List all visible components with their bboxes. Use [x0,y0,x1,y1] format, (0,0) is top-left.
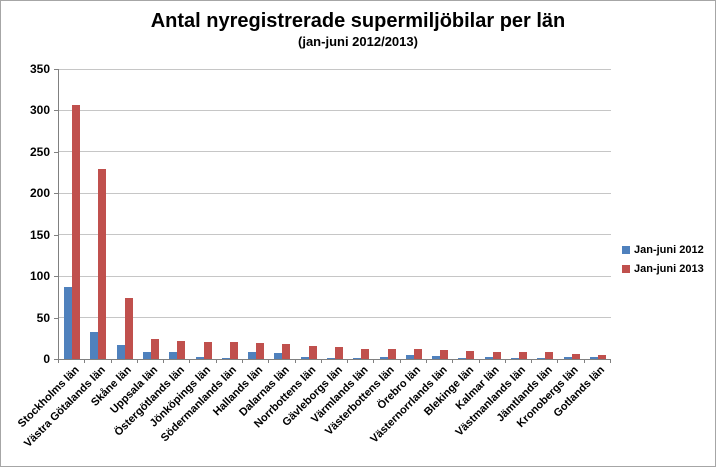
x-axis-tick [426,359,427,363]
x-axis-tick [583,359,585,363]
bar-jan-juni-2013-2 [98,169,107,359]
bar-jan-juni-2013-20 [571,354,580,359]
bar-jan-juni-2012-12 [353,358,362,359]
bar-jan-juni-2013-7 [229,342,238,359]
bar-jan-juni-2013-17 [492,351,501,359]
legend-label-2012: Jan-juni 2012 [634,244,704,256]
chart-subtitle: (jan-juni 2012/2013) [298,34,418,49]
x-axis-tick [242,359,243,363]
y-axis-tick [54,69,58,70]
x-axis-tick [478,359,480,363]
y-axis-tick [54,110,58,112]
bar-jan-juni-2012-16 [458,358,467,359]
bar-jan-juni-2012-6 [195,357,204,359]
x-axis-tick [452,359,454,363]
gridline [59,234,611,236]
bar-jan-juni-2013-13 [387,349,396,359]
y-tick-label: 150 [29,227,50,242]
bar-jan-juni-2012-8 [248,352,257,359]
bar-jan-juni-2013-6 [203,341,212,359]
gridline [59,109,611,111]
y-axis-tick [54,193,58,195]
gridline [59,192,611,194]
y-tick-label: 50 [36,310,50,325]
x-axis-tick [610,359,611,363]
bar-jan-juni-2012-20 [563,357,572,359]
bar-jan-juni-2012-7 [221,358,230,359]
y-axis-tick [54,359,58,360]
x-axis-tick [268,359,270,363]
bar-jan-juni-2013-1 [72,105,81,359]
bar-jan-juni-2013-4 [151,339,159,359]
x-axis-tick [110,359,112,363]
chart-title: Antal nyregistrerade supermiljöbilar per… [150,10,566,32]
bar-jan-juni-2013-3 [124,297,133,359]
bar-jan-juni-2012-1 [64,286,73,359]
y-tick-label: 250 [29,144,50,159]
gridline [59,275,611,277]
bar-jan-juni-2013-10 [308,345,317,359]
legend: Jan-juni 2012 Jan-juni 2013 [622,244,704,282]
legend-swatch-2013-icon [622,265,630,273]
bar-jan-juni-2012-19 [537,358,546,359]
bar-jan-juni-2013-21 [597,354,606,359]
bar-jan-juni-2013-11 [335,347,343,359]
y-tick-label: 350 [29,62,50,76]
x-axis-tick [557,359,559,363]
y-tick-label: 300 [29,103,50,118]
bar-jan-juni-2012-3 [116,344,125,359]
bar-jan-juni-2012-15 [432,355,441,359]
x-axis-tick [136,359,138,363]
legend-item-2013: Jan-juni 2013 [622,263,704,275]
bar-jan-juni-2013-14 [413,349,422,359]
y-tick-label: 200 [29,186,50,201]
x-axis-tick [347,359,349,363]
gridline [59,68,611,70]
x-axis-tick [189,359,191,363]
y-axis-tick [54,234,58,236]
plot-area [58,68,611,360]
y-tick-label: 0 [43,352,50,366]
bar-jan-juni-2012-11 [327,358,335,359]
bar-jan-juni-2012-4 [143,352,151,359]
x-axis-tick [215,359,217,363]
legend-label-2013: Jan-juni 2013 [634,263,704,275]
bar-jan-juni-2012-2 [90,331,99,359]
x-axis-tick [294,359,296,363]
x-axis-tick [320,359,322,363]
bar-jan-juni-2012-5 [169,351,178,359]
bar-jan-juni-2013-18 [519,351,527,359]
y-tick-label: 100 [29,269,50,284]
x-axis-tick [399,359,401,363]
y-axis-tick [54,276,58,278]
x-axis-tick [504,359,506,363]
legend-item-2012: Jan-juni 2012 [622,244,704,256]
bar-jan-juni-2012-21 [589,357,598,359]
bar-jan-juni-2012-10 [300,357,309,359]
bar-jan-juni-2013-15 [440,349,449,359]
x-axis-tick [373,359,375,363]
x-axis-tick [531,359,533,363]
gridline [59,317,611,319]
bar-jan-juni-2013-9 [282,344,291,359]
legend-swatch-2012-icon [622,246,630,254]
bar-jan-juni-2013-16 [466,350,475,359]
x-axis-tick [163,359,165,363]
bar-jan-juni-2012-14 [405,354,414,359]
bar-jan-juni-2013-12 [361,349,370,359]
bar-jan-juni-2012-18 [511,358,519,359]
gridline [59,151,611,153]
bar-jan-juni-2013-19 [545,352,554,359]
x-axis-tick [58,359,59,363]
bar-jan-juni-2013-8 [256,343,265,359]
bar-jan-juni-2012-9 [274,353,283,359]
bar-jan-juni-2013-5 [177,340,186,359]
bar-jan-juni-2012-13 [379,357,388,359]
x-axis-tick [84,359,86,363]
y-axis-tick [54,317,58,319]
bar-jan-juni-2012-17 [484,356,493,359]
y-axis-tick [54,151,58,153]
